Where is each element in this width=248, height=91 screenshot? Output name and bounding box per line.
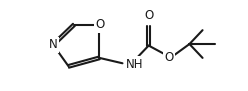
Text: O: O xyxy=(144,9,153,22)
Text: N: N xyxy=(49,38,58,51)
Text: NH: NH xyxy=(126,58,144,71)
Text: O: O xyxy=(165,51,174,64)
Text: O: O xyxy=(95,18,105,31)
